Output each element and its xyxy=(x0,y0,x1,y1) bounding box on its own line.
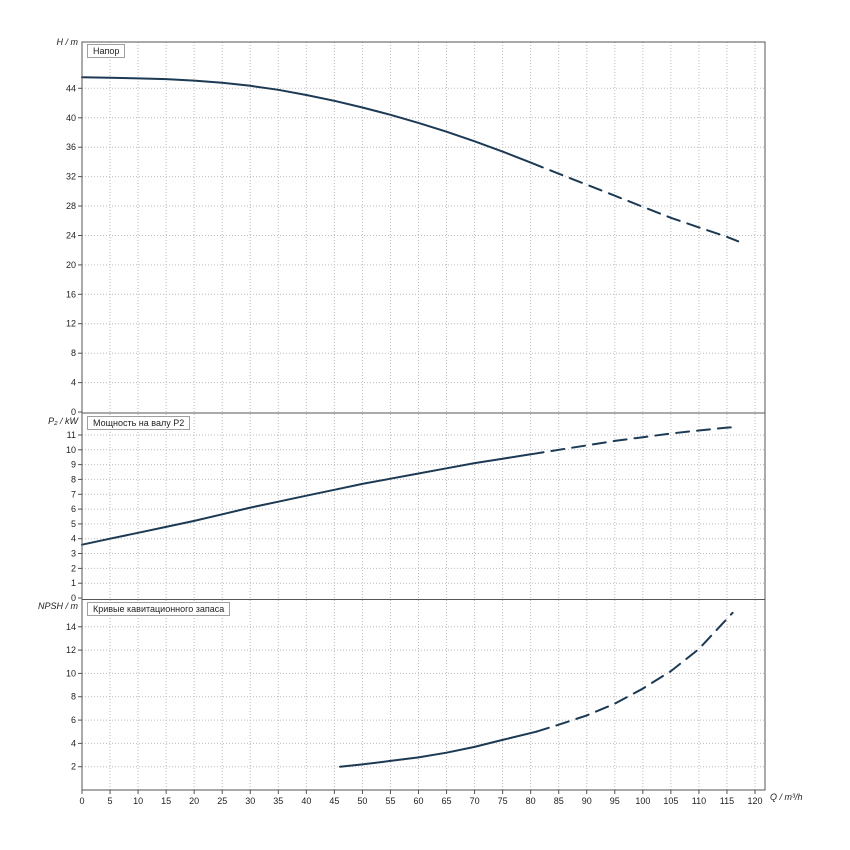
y-tick-label: 0 xyxy=(71,407,76,417)
y-tick-label: 10 xyxy=(66,668,76,678)
x-tick-label: 50 xyxy=(357,796,367,806)
y-tick-label: 6 xyxy=(71,504,76,514)
y-tick-label: 0 xyxy=(71,593,76,603)
x-tick-label: 30 xyxy=(245,796,255,806)
x-tick-label: 35 xyxy=(273,796,283,806)
x-tick-label: 105 xyxy=(663,796,678,806)
x-tick-label: 85 xyxy=(554,796,564,806)
y-tick-label: 8 xyxy=(71,692,76,702)
y-tick-label: 1 xyxy=(71,578,76,588)
y-tick-label: 4 xyxy=(71,378,76,388)
y-tick-label: 11 xyxy=(67,430,76,440)
x-tick-label: 70 xyxy=(470,796,480,806)
x-tick-label: 100 xyxy=(635,796,650,806)
y-tick-label: 4 xyxy=(71,534,76,544)
y-tick-label: 16 xyxy=(66,289,76,299)
y-tick-label: 32 xyxy=(66,172,76,182)
panel-0: 0 4 8 12 16 20 24 28 32 36 40 44 xyxy=(66,76,765,417)
x-tick-label: 80 xyxy=(526,796,536,806)
x-tick-label: 120 xyxy=(747,796,762,806)
y-tick-label: 44 xyxy=(66,83,76,93)
y-tick-label: 5 xyxy=(71,519,76,529)
x-tick-label: 20 xyxy=(189,796,199,806)
y-tick-label: 14 xyxy=(66,622,76,632)
x-tick-label: 110 xyxy=(692,796,706,806)
npsh-curve-solid xyxy=(339,730,538,768)
x-tick-label: 75 xyxy=(498,796,508,806)
panel-1: 0 1 2 3 4 5 6 7 8 9 10 11 xyxy=(66,425,765,603)
x-tick-label: 60 xyxy=(413,796,423,806)
y-tick-label: 2 xyxy=(71,563,76,573)
x-tick-label: 5 xyxy=(108,796,113,806)
y-tick-label: 40 xyxy=(66,113,76,123)
y-tick-label: 4 xyxy=(71,738,76,748)
power-curve-solid xyxy=(81,453,532,546)
x-tick-label: 65 xyxy=(442,796,452,806)
power-curve-extrapolated xyxy=(529,425,740,456)
y-tick-label: 7 xyxy=(71,489,76,499)
x-tick-label: 10 xyxy=(133,796,143,806)
y-tick-label: 9 xyxy=(71,460,76,470)
x-tick-label: 25 xyxy=(217,796,227,806)
y-tick-label: 24 xyxy=(66,231,76,241)
head-curve-extrapolated xyxy=(529,161,740,243)
x-tick-label: 115 xyxy=(720,796,734,806)
y-tick-label: 36 xyxy=(66,142,76,152)
npsh-curve-extrapolated xyxy=(535,611,734,733)
y-tick-label: 28 xyxy=(66,201,76,211)
x-tick-label: 40 xyxy=(301,796,311,806)
npsh-y-axis-label: NPSH / m xyxy=(37,601,78,611)
y-tick-label: 12 xyxy=(66,645,76,655)
x-axis-label: Q / m³/h xyxy=(770,792,803,802)
y-tick-label: 6 xyxy=(71,715,76,725)
y-tick-label: 3 xyxy=(71,549,76,559)
x-tick-label: 0 xyxy=(79,796,84,806)
npsh-panel-title: Кривые кавитационного запаса xyxy=(87,602,231,616)
y-tick-label: 20 xyxy=(66,260,76,270)
power-y-axis-label: P₂ / kW xyxy=(48,416,78,426)
panel-2: 2 4 6 8 10 12 14 xyxy=(66,611,765,772)
y-tick-label: 8 xyxy=(71,348,76,358)
x-tick-label: 55 xyxy=(385,796,395,806)
y-tick-label: 12 xyxy=(66,319,76,329)
x-tick-label: 90 xyxy=(582,796,592,806)
x-tick-label: 15 xyxy=(161,796,171,806)
x-tick-label: 45 xyxy=(329,796,339,806)
plot-frame xyxy=(81,41,766,791)
y-tick-label: 8 xyxy=(71,474,76,484)
head-curve-solid xyxy=(81,76,532,164)
y-tick-label: 2 xyxy=(71,762,76,772)
head-y-axis-label: H / m xyxy=(56,37,79,47)
y-tick-label: 10 xyxy=(66,445,76,455)
head-panel-title: Напор xyxy=(87,44,126,58)
power-panel-title: Мощность на валу P2 xyxy=(87,416,191,430)
x-tick-label: 95 xyxy=(610,796,620,806)
